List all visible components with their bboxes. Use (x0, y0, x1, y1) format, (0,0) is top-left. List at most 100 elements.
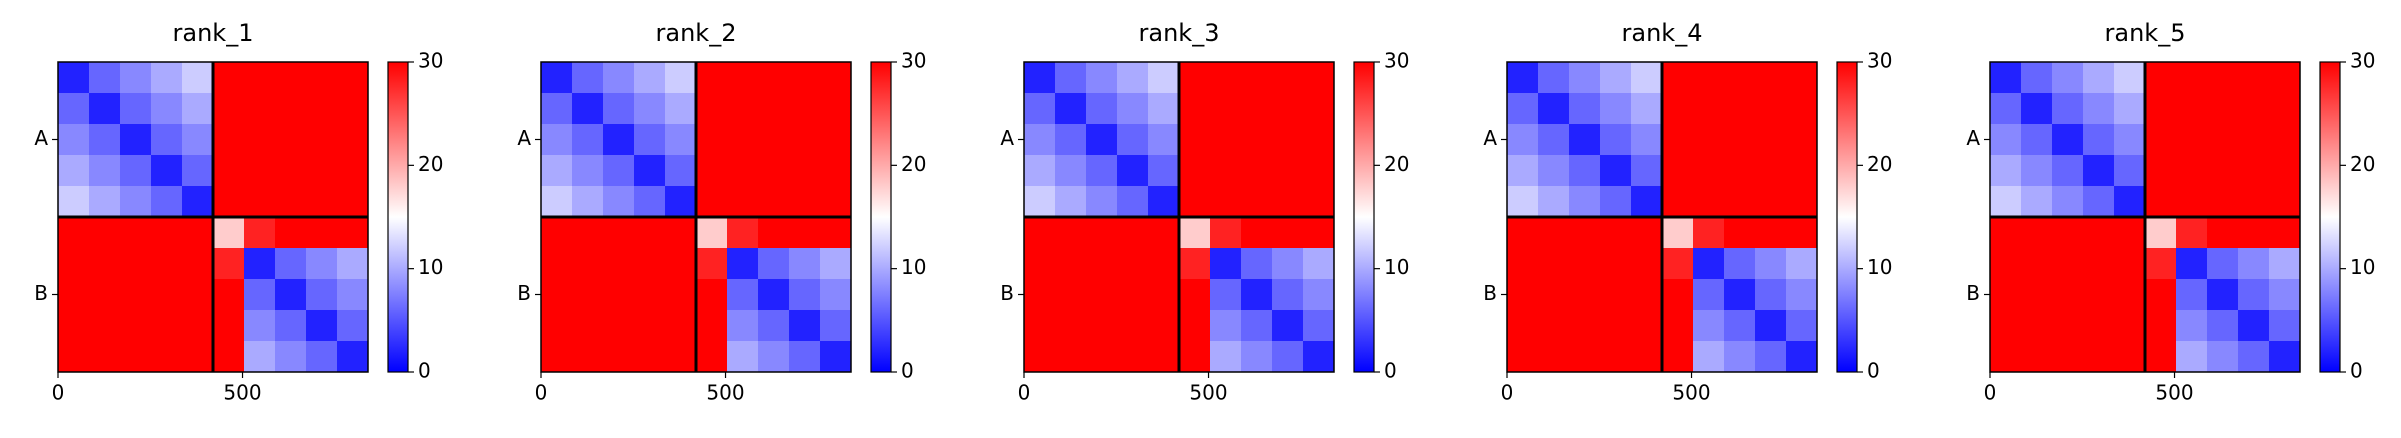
heatmap-cell (603, 62, 635, 94)
heatmap-cell (541, 279, 573, 311)
heatmap-cell (758, 124, 790, 156)
heatmap-cell (89, 341, 121, 373)
heatmap-cell (306, 248, 338, 280)
heatmap-cell (696, 310, 728, 342)
heatmap-cell (1210, 279, 1242, 311)
heatmap-cell (1086, 62, 1118, 94)
heatmap-cell (665, 93, 697, 125)
heatmap-cell (1272, 310, 1304, 342)
heatmap-cell (1990, 93, 2022, 125)
heatmap-cell (2021, 279, 2053, 311)
heatmap-cell (1024, 279, 1056, 311)
heatmap-cell (2052, 248, 2084, 280)
x-tick-label: 0 (52, 381, 65, 405)
heatmap-cell (2114, 248, 2146, 280)
heatmap-cell (1631, 279, 1663, 311)
heatmap-cell (2145, 248, 2177, 280)
heatmap-cell (572, 93, 604, 125)
heatmap-cell (1786, 124, 1818, 156)
heatmap-cell (634, 248, 666, 280)
heatmap-cell (1569, 155, 1601, 187)
heatmap-cell (541, 93, 573, 125)
x-tick-label: 500 (2155, 381, 2193, 405)
heatmap-cell (1086, 279, 1118, 311)
heatmap-cell (820, 341, 852, 373)
heatmap-cell (151, 155, 183, 187)
heatmap-cell (1724, 248, 1756, 280)
heatmap-cell (572, 155, 604, 187)
heatmap-cell (572, 310, 604, 342)
heatmap-cell (89, 93, 121, 125)
x-tick-label: 500 (1189, 381, 1227, 405)
heatmap-cell (1507, 155, 1539, 187)
heatmap-cell (182, 155, 214, 187)
heatmap-cell (2114, 341, 2146, 373)
heatmap-cell (1538, 93, 1570, 125)
heatmap-cell (244, 217, 276, 249)
heatmap-cell (758, 155, 790, 187)
heatmap-cell (182, 341, 214, 373)
heatmap-cell (1024, 217, 1056, 249)
heatmap-cell (572, 186, 604, 218)
heatmap-cell (1600, 186, 1632, 218)
heatmap-cell (1786, 155, 1818, 187)
heatmap-cell (244, 248, 276, 280)
heatmap-cell (58, 310, 90, 342)
heatmap-cell (1179, 62, 1211, 94)
colorbar-tick-label: 30 (901, 49, 926, 73)
heatmap-cell (120, 186, 152, 218)
heatmap-cell (2083, 155, 2115, 187)
heatmap-cell (634, 186, 666, 218)
heatmap-cell (120, 155, 152, 187)
heatmap-cell (1693, 93, 1725, 125)
x-tick-label: 500 (223, 381, 261, 405)
heatmap-cell (758, 310, 790, 342)
heatmap-cell (2269, 155, 2301, 187)
heatmap-cell (182, 186, 214, 218)
heatmap-cell (1303, 155, 1335, 187)
heatmap-cell (727, 217, 759, 249)
heatmap-cell (306, 155, 338, 187)
heatmap-cell (1148, 186, 1180, 218)
heatmap-cell (1755, 93, 1787, 125)
heatmap-cell (2114, 217, 2146, 249)
heatmap-cell (1179, 124, 1211, 156)
heatmap-cell (1600, 155, 1632, 187)
heatmap-cell (213, 217, 245, 249)
heatmap-cell (1662, 186, 1694, 218)
heatmap-cell (603, 248, 635, 280)
heatmap-cell (1786, 62, 1818, 94)
heatmap-cell (1241, 62, 1273, 94)
heatmap-cell (2207, 186, 2239, 218)
heatmap-cell (58, 62, 90, 94)
heatmap-cell (727, 93, 759, 125)
heatmap-cell (2052, 93, 2084, 125)
heatmap-cell (2269, 124, 2301, 156)
heatmap-cell (2145, 124, 2177, 156)
heatmap-cell (603, 186, 635, 218)
heatmap-cell (1631, 341, 1663, 373)
heatmap-cell (2269, 93, 2301, 125)
heatmap-cell (1303, 279, 1335, 311)
heatmap-cell (1990, 310, 2022, 342)
heatmap-cell (1303, 124, 1335, 156)
heatmap-cell (696, 62, 728, 94)
heatmap-cell (1272, 62, 1304, 94)
heatmap-cell (696, 93, 728, 125)
x-tick-label: 0 (535, 381, 548, 405)
heatmap-cell (2269, 62, 2301, 94)
heatmap-cell (213, 310, 245, 342)
heatmap-cell (89, 155, 121, 187)
heatmap-cell (1303, 341, 1335, 373)
heatmap-cell (306, 186, 338, 218)
heatmap-cell (1148, 124, 1180, 156)
heatmap-cell (1241, 341, 1273, 373)
heatmap-cell (1055, 279, 1087, 311)
heatmap-cell (2207, 93, 2239, 125)
heatmap-cell (758, 248, 790, 280)
colorbar-tick-label: 0 (1384, 359, 1397, 383)
heatmap-cell (1086, 310, 1118, 342)
heatmap-cell (541, 155, 573, 187)
heatmap-cell (306, 341, 338, 373)
heatmap-cell (2207, 155, 2239, 187)
